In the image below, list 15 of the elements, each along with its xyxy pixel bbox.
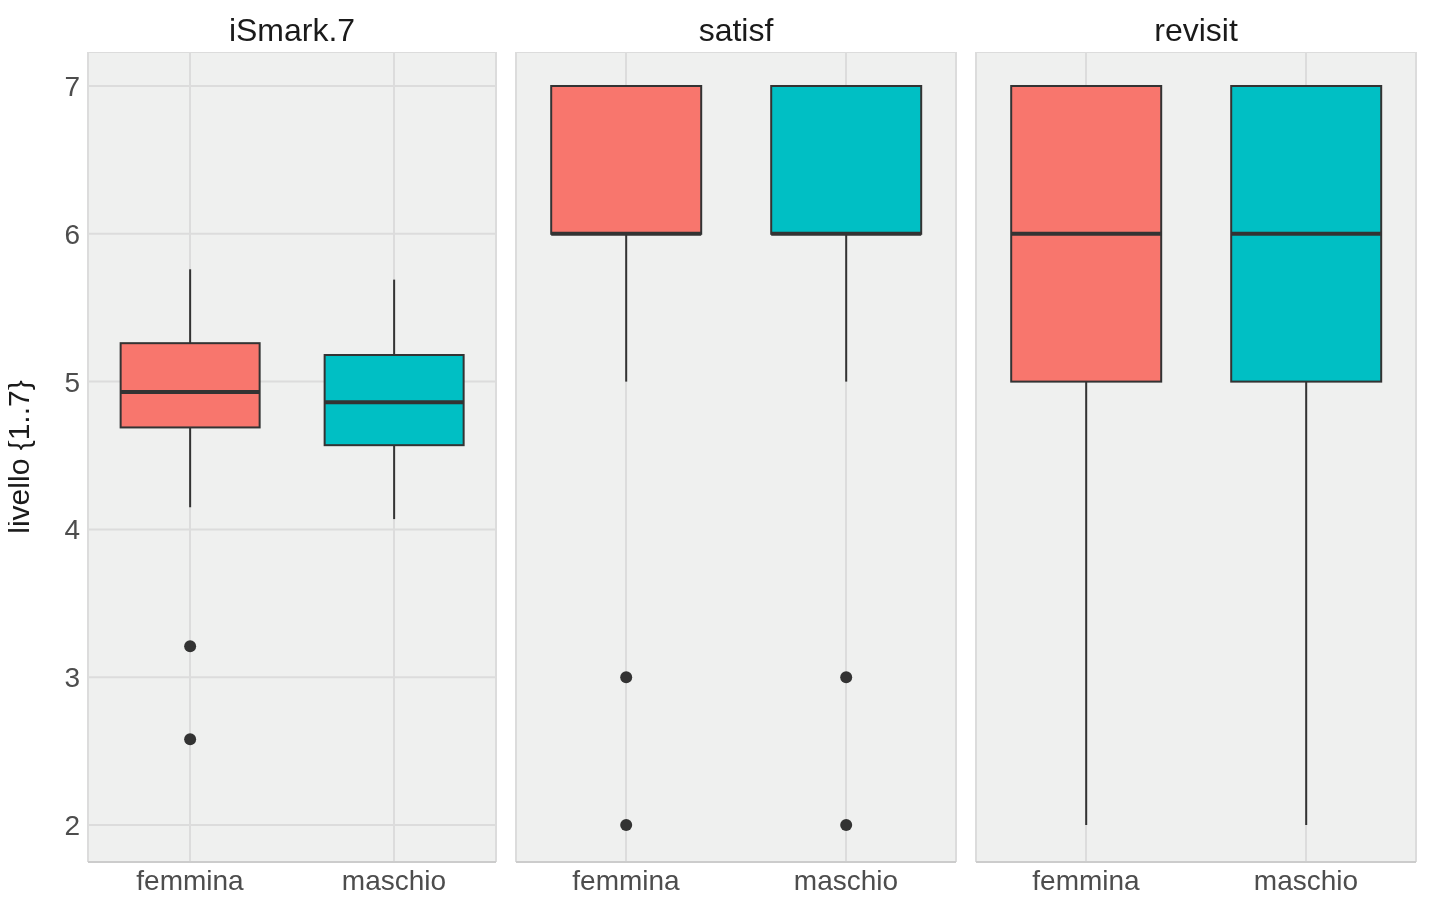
y-tick-label: 7	[64, 70, 80, 102]
y-tick-label: 3	[64, 662, 80, 694]
x-tick-label: maschio	[1253, 864, 1359, 896]
x-tick-label: femmina	[1032, 864, 1141, 896]
y-tick-label: 5	[64, 366, 80, 398]
x-tick-label: femmina	[136, 864, 245, 896]
chart-title: iSmark.7	[227, 11, 357, 50]
x-tick-label: maschio	[341, 864, 447, 896]
chart-title: revisit	[1153, 11, 1239, 50]
x-tick-label: maschio	[793, 864, 899, 896]
y-tick-label: 4	[64, 514, 80, 546]
chart-title: satisf	[697, 11, 775, 50]
y-tick-label: 2	[64, 809, 80, 841]
y-tick-label: 6	[64, 218, 80, 250]
x-tick-label: femmina	[572, 864, 681, 896]
